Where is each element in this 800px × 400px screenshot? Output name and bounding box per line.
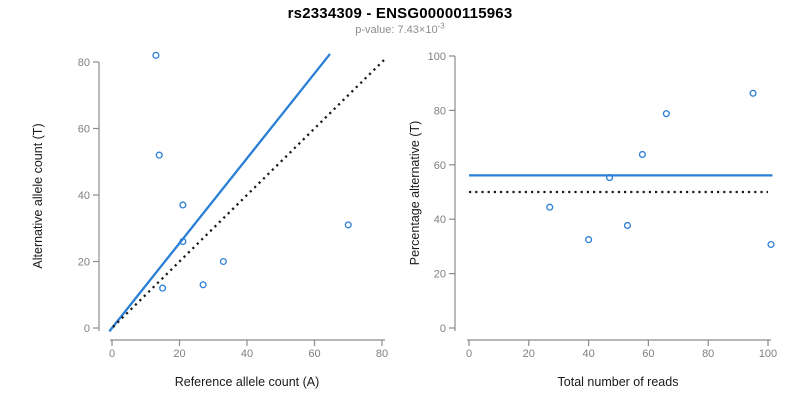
left-x-axis-tick-label: 20 [173, 348, 185, 360]
right-x-axis-tick-label: 60 [642, 348, 654, 360]
left-data-point [344, 221, 352, 229]
left-y-axis-tick-label: 0 [84, 323, 90, 335]
fit-line [108, 53, 331, 333]
right-data-point [662, 110, 670, 118]
right-data-point [605, 174, 614, 182]
figure-subtitle: p-value: 7.43×10-3 [0, 21, 800, 36]
left-y-axis-tick-label: 80 [78, 57, 90, 69]
right-x-axis-tick-label: 20 [523, 348, 535, 360]
left-x-axis-tick-label: 40 [241, 348, 253, 360]
left-data-point [159, 284, 167, 292]
right-y-axis-title: Percentage alternative (T) [408, 121, 422, 266]
right-y-axis-tick-label: 20 [434, 269, 446, 281]
right-data-point [638, 150, 646, 159]
right-x-axis-tick-label: 100 [759, 348, 777, 360]
pvalue-multiplier: × [418, 24, 426, 36]
right-y-axis-tick-label: 80 [434, 105, 446, 117]
right-data-point [585, 236, 593, 244]
left-y-axis-tick-label: 20 [78, 257, 90, 269]
right-y-axis-tick-label: 60 [434, 160, 446, 172]
right-x-axis-tick-label: 0 [466, 348, 472, 360]
right-x-axis-tick-label: 80 [702, 348, 714, 360]
right-data-point [623, 221, 632, 230]
pvalue-exponent: -3 [437, 21, 445, 31]
right-x-axis-tick-label: 40 [582, 348, 594, 360]
right-data-point [767, 240, 775, 249]
left-y-axis-tick-label: 60 [78, 124, 90, 136]
left-data-point [152, 51, 160, 59]
left-data-point [199, 281, 207, 289]
right-y-axis-tick-label: 100 [428, 51, 446, 63]
left-data-point [219, 257, 227, 266]
identity-line [112, 57, 387, 328]
left-data-point [155, 151, 163, 159]
left-x-axis-tick-label: 60 [308, 348, 320, 360]
left-data-point [179, 238, 187, 246]
right-x-axis-title: Total number of reads [558, 375, 679, 389]
right-data-point [749, 89, 757, 97]
pvalue-mantissa: 7.43 [397, 24, 419, 36]
pvalue-label: p-value: [355, 24, 398, 36]
left-data-point [179, 201, 187, 209]
left-y-axis-tick-label: 40 [78, 190, 90, 202]
left-x-axis-tick-label: 80 [376, 348, 388, 360]
left-x-axis-title: Reference allele count (A) [175, 375, 320, 389]
left-y-axis-title: Alternative allele count (T) [31, 123, 45, 268]
right-y-axis-tick-label: 0 [440, 323, 446, 335]
pvalue-base: 10 [425, 24, 438, 36]
right-y-axis-tick-label: 40 [434, 214, 446, 226]
left-x-axis-tick-label: 0 [109, 348, 115, 360]
figure-title: rs2334309 - ENSG00000115963 [287, 5, 513, 22]
right-data-point [546, 203, 554, 211]
